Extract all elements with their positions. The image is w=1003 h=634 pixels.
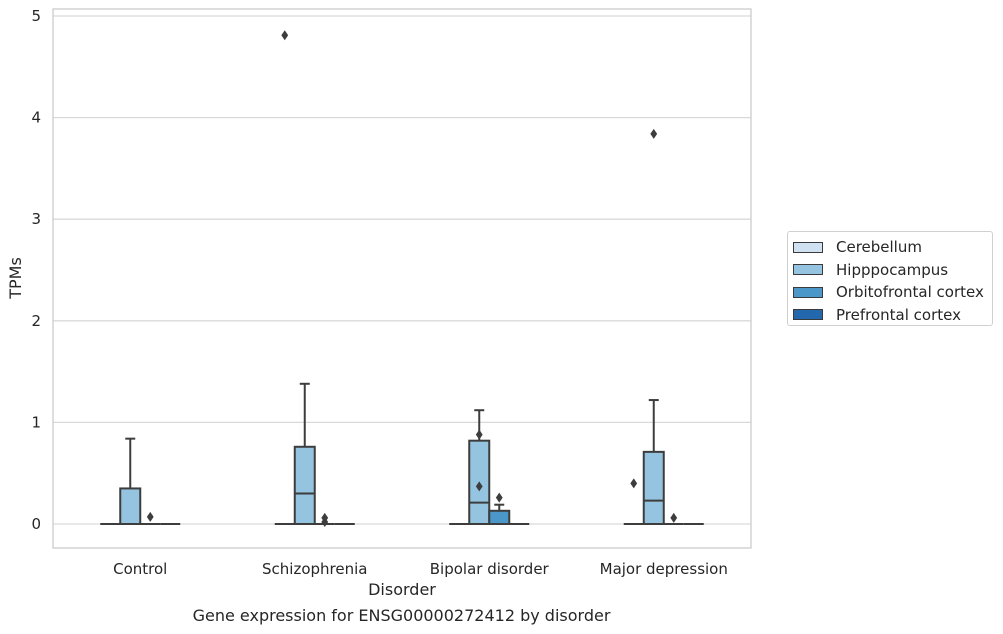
box-body [119, 487, 142, 526]
y-tick-label: 3 [31, 210, 41, 228]
y-tick-label: 0 [31, 515, 41, 533]
outlier-point [475, 429, 483, 440]
outlier-point [670, 512, 678, 523]
box-schizophrenia-cerebellum [274, 30, 295, 525]
legend: Cerebellum Hipppocampus Orbitofrontal cort… [787, 231, 993, 326]
outlier-point [146, 511, 154, 522]
legend-item: Orbitofrontal cortex [793, 281, 992, 304]
box-body [642, 450, 665, 526]
gridlines [53, 15, 751, 525]
x-tick-label: Control [113, 560, 167, 578]
box-bipolar-disorder-orbitofrontal-cortex [488, 492, 511, 525]
box-schizophrenia-orbitofrontal-cortex [314, 512, 335, 527]
figure-caption: Gene expression for ENSG00000272412 by d… [192, 606, 611, 625]
plot-frame [52, 8, 752, 549]
outlier-point [495, 492, 503, 503]
legend-label: Cerebellum [836, 238, 922, 257]
legend-label: Hipppocampus [836, 260, 949, 279]
box-body [488, 509, 511, 525]
x-tick-label: Bipolar disorder [430, 560, 550, 578]
outlier-point [321, 516, 329, 527]
box-major-depression-orbitofrontal-cortex [663, 512, 684, 525]
legend-label: Orbitofrontal cortex [836, 283, 984, 302]
outlier-point [475, 481, 483, 492]
x-tick-label: Major depression [600, 560, 728, 578]
box-major-depression-cerebellum [623, 478, 644, 525]
y-tick-labels: 0 1 2 3 4 5 [31, 7, 41, 533]
x-tick-labels: Control Schizophrenia Bipolar disorder Majo… [113, 560, 728, 578]
outlier-point [630, 478, 638, 489]
outlier-point [650, 128, 658, 139]
legend-item: Prefrontal cortex [793, 304, 992, 327]
box-bipolar-disorder-hipppocampus [468, 409, 491, 525]
box-body [293, 445, 316, 525]
legend-swatch [793, 264, 823, 276]
y-tick-label: 5 [31, 7, 41, 25]
box-control-orbitofrontal-cortex [140, 511, 161, 525]
y-tick-label: 1 [31, 413, 41, 431]
y-axis-label: TPMs [6, 257, 25, 300]
y-tick-label: 4 [31, 109, 41, 127]
legend-item: Cerebellum [793, 236, 992, 259]
box-major-depression-hipppocampus [642, 128, 665, 526]
legend-swatch [793, 309, 823, 321]
legend-label: Prefrontal cortex [836, 305, 961, 324]
legend-swatch [793, 241, 823, 253]
legend-swatch [793, 286, 823, 298]
legend-item: Hipppocampus [793, 259, 992, 282]
y-tick-label: 2 [31, 312, 41, 330]
x-tick-label: Schizophrenia [262, 560, 367, 578]
box-control-hipppocampus [119, 437, 142, 526]
box-schizophrenia-hipppocampus [293, 382, 316, 525]
outlier-point [281, 30, 289, 41]
x-axis-label: Disorder [368, 580, 436, 599]
boxes [100, 30, 704, 527]
